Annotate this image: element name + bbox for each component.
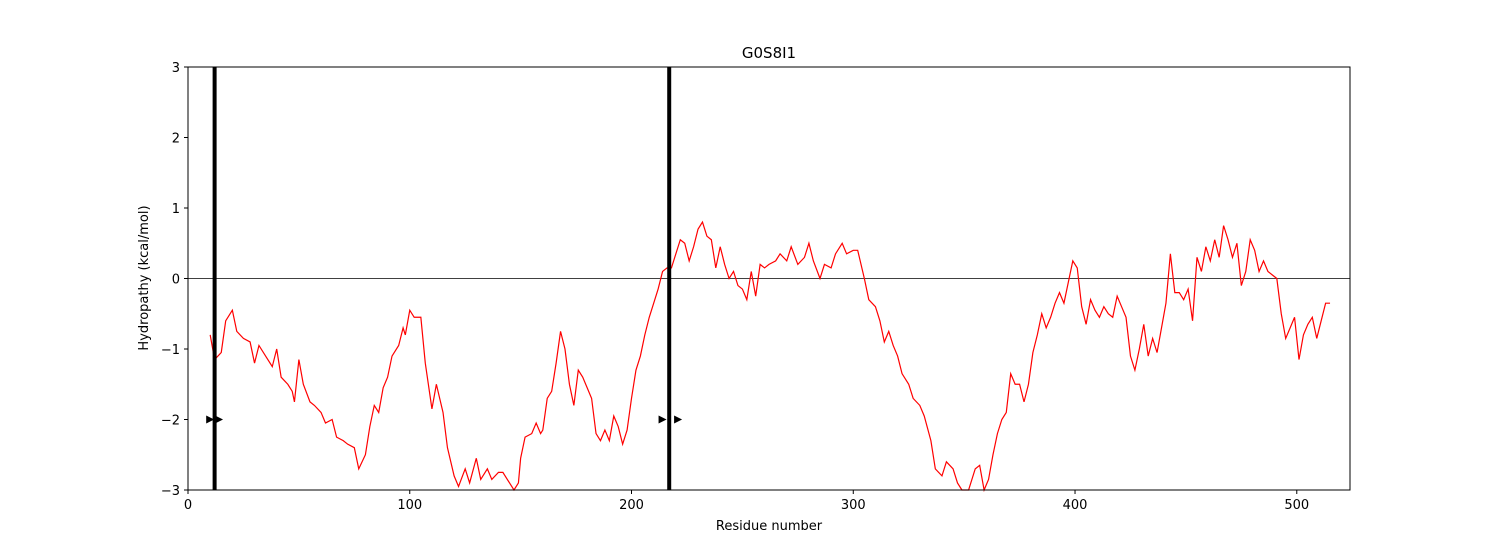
x-axis-label: Residue number — [716, 519, 823, 534]
y-axis-label: Hydropathy (kcal/mol) — [137, 205, 152, 350]
x-tick-label: 500 — [1284, 498, 1309, 513]
x-tick-label: 300 — [841, 498, 866, 513]
plot-frame — [187, 66, 1351, 491]
y-tick-label: 3 — [172, 61, 180, 76]
chart-title: G0S8I1 — [742, 44, 796, 62]
y-tick-label: −2 — [161, 414, 180, 429]
x-tick-label: 200 — [619, 498, 644, 513]
marker-triangle — [674, 415, 683, 424]
marker-triangle — [206, 415, 215, 424]
marker-triangle — [658, 415, 667, 424]
y-tick-label: −1 — [161, 343, 180, 358]
y-tick-label: −3 — [161, 484, 180, 499]
x-tick-label: 100 — [397, 498, 422, 513]
x-tick-label: 400 — [1063, 498, 1088, 513]
y-tick-label: 0 — [172, 273, 180, 288]
x-tick-label: 0 — [184, 498, 192, 513]
hydropathy-line — [209, 220, 1331, 493]
y-tick-label: 1 — [172, 202, 180, 217]
y-tick-label: 2 — [172, 132, 180, 147]
marker-triangle — [215, 415, 224, 424]
